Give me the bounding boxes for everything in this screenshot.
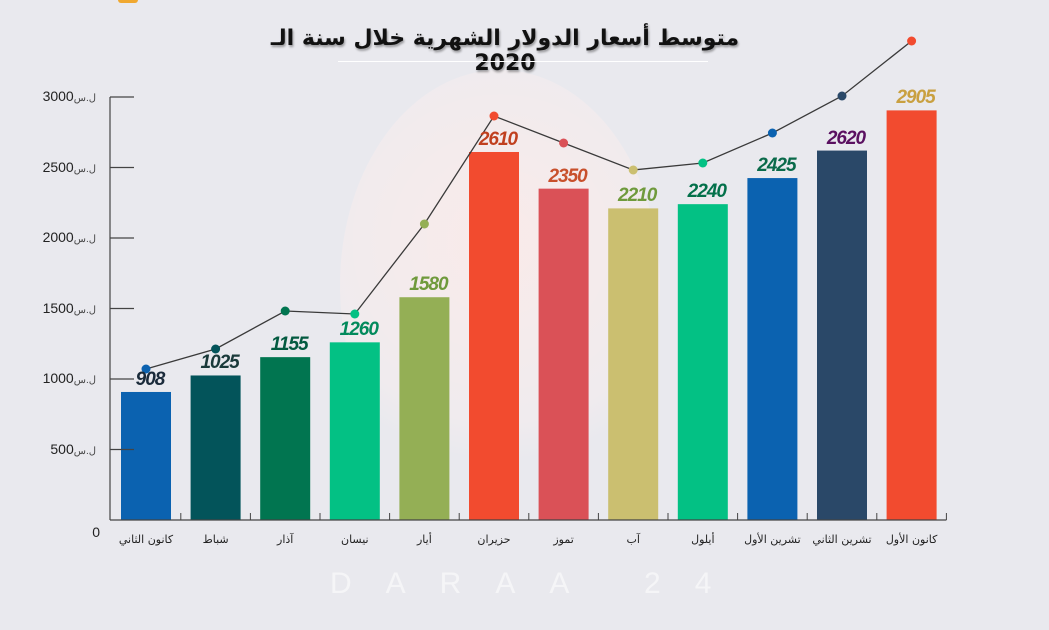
bar-12 — [886, 110, 937, 521]
trend-point — [628, 165, 638, 175]
trend-point — [419, 219, 429, 229]
y-tick-label: ل.س500 — [0, 441, 100, 457]
x-tick-label: أيار — [417, 533, 432, 546]
bar-6 — [469, 151, 519, 521]
y-tick-label: 0 — [0, 524, 100, 540]
trend-point — [211, 344, 221, 354]
bar-value-label: 908 — [135, 368, 166, 390]
bar-value-label: 2610 — [478, 128, 518, 150]
y-tick-label: ل.س1500 — [0, 300, 100, 316]
x-tick-label: آب — [626, 533, 640, 546]
x-tick-label: كانون الثاني — [118, 533, 174, 546]
bar-7 — [538, 188, 589, 520]
currency-unit: ل.س — [73, 234, 96, 245]
trend-point — [837, 91, 847, 101]
bar-value-label: 1580 — [409, 274, 448, 296]
y-tick-label: ل.س2000 — [0, 229, 100, 245]
bar-3 — [260, 357, 311, 520]
bar-5 — [399, 297, 450, 520]
top-accent-mark — [118, 0, 138, 3]
bar-value-label: 1025 — [200, 352, 239, 374]
x-tick-label: أيلول — [691, 533, 715, 546]
trend-point — [489, 111, 499, 121]
trend-point — [767, 128, 777, 138]
currency-unit: ل.س — [73, 445, 96, 457]
bar-value-label: 1155 — [270, 334, 309, 356]
trend-point — [280, 306, 290, 316]
bar-2 — [190, 375, 241, 520]
bar-group — [121, 110, 937, 521]
y-tick-value: 3000 — [42, 88, 74, 104]
bar-1 — [121, 391, 171, 520]
y-tick-value: 2500 — [42, 158, 74, 175]
trend-point — [907, 36, 917, 46]
bar-8 — [608, 208, 659, 520]
trend-point — [141, 364, 151, 374]
bar-4 — [329, 342, 380, 520]
y-tick-value: 2000 — [42, 229, 74, 245]
x-tick-label: كانون الأول — [885, 533, 938, 546]
bar-value-label: 2620 — [826, 127, 866, 149]
currency-unit: ل.س — [73, 375, 96, 386]
bar-11 — [817, 150, 867, 520]
bar-value-label: 1260 — [339, 319, 379, 341]
currency-unit: ل.س — [73, 304, 96, 316]
watermark-text: DARAA 24 — [330, 567, 746, 600]
trend-line-group — [141, 36, 917, 374]
bar-10 — [747, 178, 798, 520]
x-tick-label: تشرين الثاني — [812, 533, 872, 546]
chart-title: متوسط أسعار الدولار الشهرية خلال سنة الـ… — [270, 26, 740, 76]
trend-point — [350, 309, 360, 319]
y-tick-value: 1500 — [42, 299, 74, 316]
axes — [109, 96, 947, 521]
y-tick-label: ل.س1000 — [0, 370, 100, 386]
bar-value-label: 2350 — [548, 165, 587, 187]
bar-value-label: 2210 — [618, 185, 657, 207]
y-tick-value: 500 — [50, 440, 74, 457]
y-tick-label: ل.س2500 — [0, 159, 100, 175]
y-tick-value: 0 — [92, 524, 100, 540]
title-underline — [338, 61, 708, 62]
x-tick-label: تشرين الأول — [744, 533, 801, 546]
x-tick-label: تموز — [553, 533, 574, 546]
y-tick-value: 1000 — [42, 370, 74, 386]
bar-value-label: 2240 — [687, 181, 727, 203]
bar-9 — [677, 204, 728, 520]
trend-point — [559, 138, 569, 148]
trend-line — [145, 40, 913, 370]
bar-value-label: 2425 — [757, 155, 796, 177]
x-tick-label: آذار — [277, 533, 294, 546]
x-tick-label: نيسان — [340, 533, 369, 546]
trend-point — [698, 158, 708, 168]
bar-value-label: 2905 — [896, 87, 935, 109]
y-tick-label: ل.س3000 — [0, 88, 100, 104]
currency-unit: ل.س — [73, 93, 96, 104]
x-tick-label: شباط — [202, 533, 229, 546]
currency-unit: ل.س — [73, 163, 96, 175]
x-tick-label: حزيران — [477, 533, 511, 546]
